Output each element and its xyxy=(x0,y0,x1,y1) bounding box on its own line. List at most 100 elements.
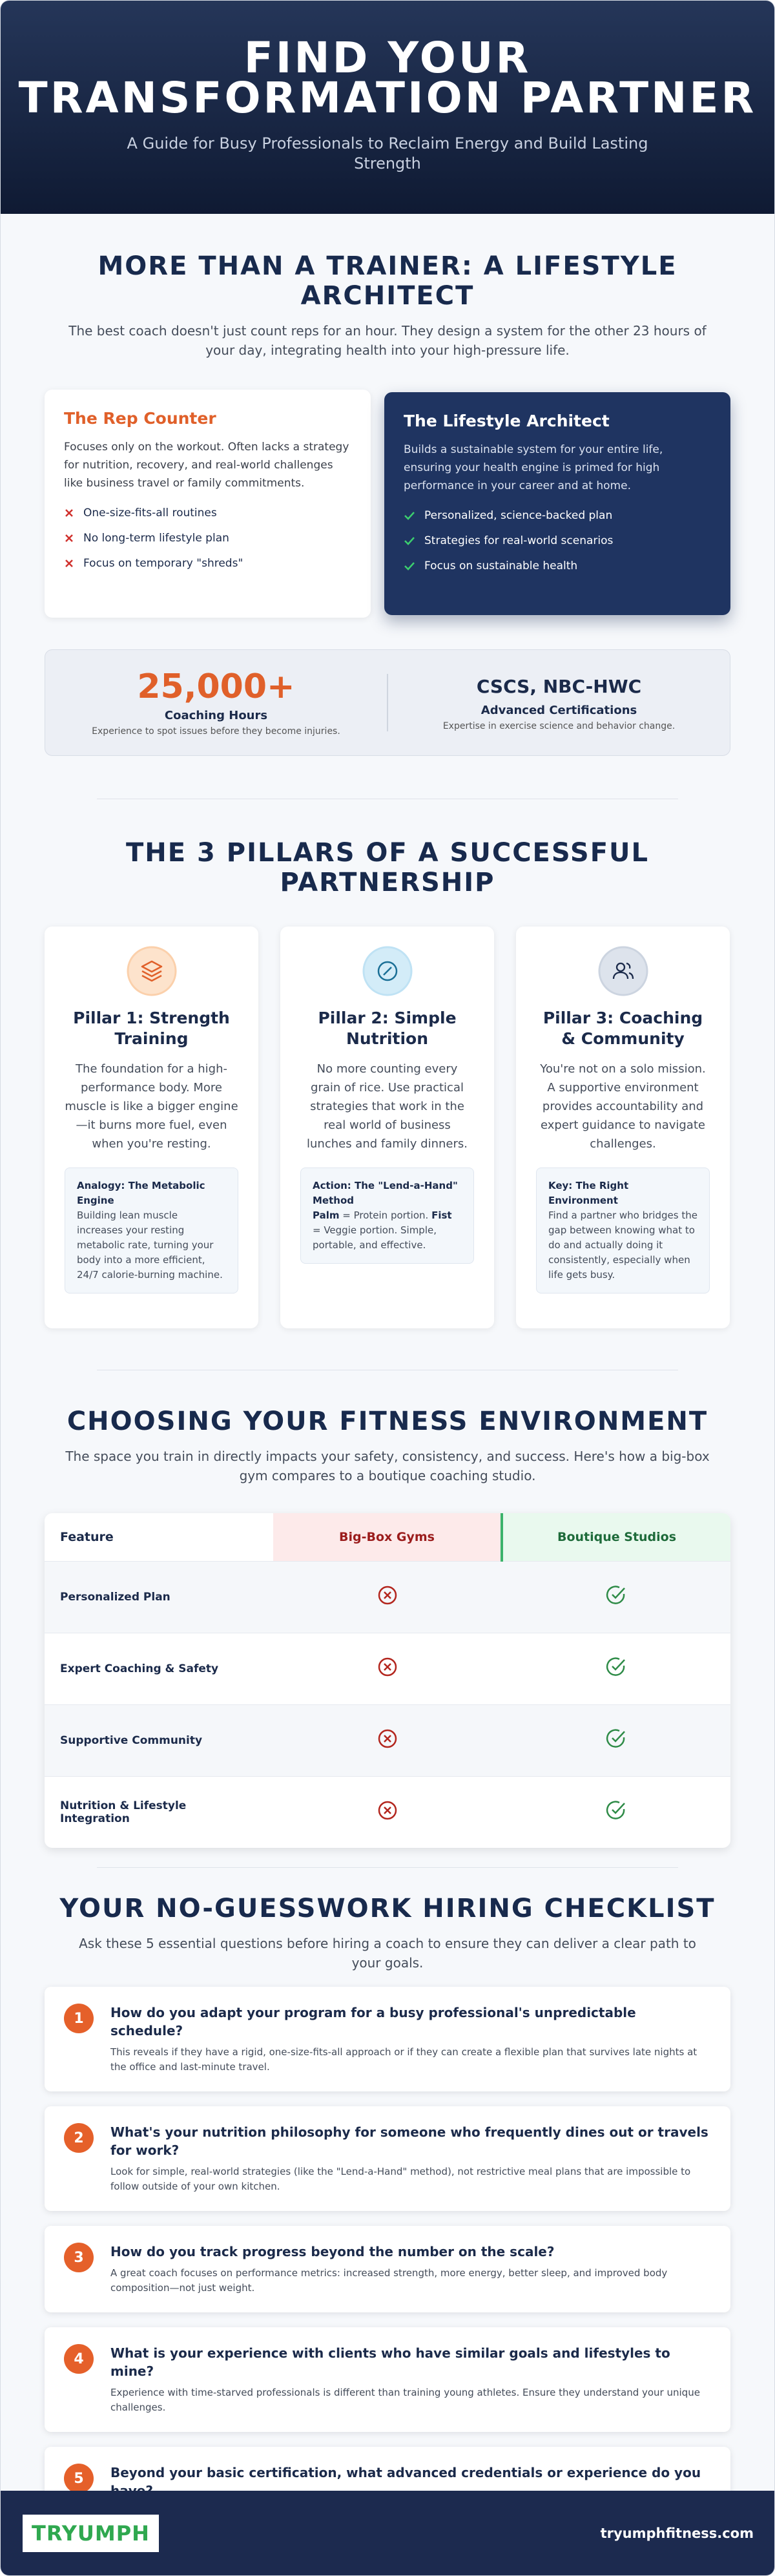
stat-value: 25,000+ xyxy=(137,667,295,706)
point-list: Personalized, science-backed plan Strate… xyxy=(404,508,711,574)
item-body: How do you track progress beyond the num… xyxy=(110,2243,711,2296)
pillar-title: Pillar 1: Strength Training xyxy=(73,1009,230,1048)
table-row: Supportive Community xyxy=(45,1704,730,1776)
pillar-box: Key: The Right Environment Find a partner… xyxy=(536,1168,710,1293)
point: Strategies for real-world scenarios xyxy=(404,533,711,549)
no-icon xyxy=(378,1586,397,1605)
check-icon xyxy=(404,512,415,520)
pillar-card: Pillar 3: Coaching & Community You're no… xyxy=(516,927,730,1328)
stat-note: Experience to spot issues before they be… xyxy=(92,726,340,737)
card-body: Builds a sustainable system for your ent… xyxy=(404,443,663,492)
feature-cell: Expert Coaching & Safety xyxy=(45,1632,273,1704)
card-title: The Rep Counter xyxy=(64,409,216,428)
yes-icon xyxy=(606,1657,625,1676)
big-box-cell xyxy=(273,1632,502,1704)
item-question: How do you track progress beyond the num… xyxy=(110,2244,555,2259)
pillar-card: Pillar 2: Simple Nutrition No more count… xyxy=(280,927,494,1328)
pillar-cards: Pillar 1: Strength Training The foundati… xyxy=(45,927,730,1328)
pillar-body: The foundation for a high-performance bo… xyxy=(65,1062,238,1151)
item-body: What's your nutrition philosophy for som… xyxy=(110,2123,711,2194)
box-body: Fist xyxy=(431,1209,452,1221)
item-detail: This reveals if they have a rigid, one-s… xyxy=(110,2046,698,2073)
box-title: Analogy: The Metabolic Engine xyxy=(77,1180,205,1206)
stat: 25,000+ Coaching Hours Experience to spo… xyxy=(45,669,387,737)
stat-label: Advanced Certifications xyxy=(480,704,637,717)
stats-box: 25,000+ Coaching Hours Experience to spo… xyxy=(45,649,730,756)
lifestyle-section: MORE THAN A TRAINER: A LIFESTYLE ARCHITE… xyxy=(45,214,730,799)
item-question: How do you adapt your program for a busy… xyxy=(110,2005,636,2038)
pillar-body: No more counting every grain of rice. Us… xyxy=(307,1062,468,1151)
header-cell: Feature xyxy=(60,1529,114,1544)
logo-text: TRYUMPH xyxy=(32,2520,150,2546)
architect-card: The Lifestyle Architect Builds a sustain… xyxy=(384,392,730,615)
logo: TRYUMPH xyxy=(23,2514,159,2552)
footer-url: tryumphfitness.com xyxy=(600,2525,754,2541)
box-body: = Veggie portion. Simple, portable, and … xyxy=(313,1224,437,1251)
stat-value: CSCS, NBC-HWC xyxy=(476,676,642,697)
big-box-cell xyxy=(273,1704,502,1776)
box-body: Find a partner who bridges the gap betwe… xyxy=(548,1209,698,1281)
hero: FIND YOUR TRANSFORMATION PARTNER A Guide … xyxy=(1,1,774,214)
pillar-title: Pillar 3: Coaching & Community xyxy=(542,1009,703,1048)
x-icon xyxy=(65,509,73,517)
point: Personalized, science-backed plan xyxy=(404,508,711,523)
pillars-section: THE 3 PILLARS OF A SUCCESSFUL PARTNERSHI… xyxy=(45,799,730,1370)
divider xyxy=(97,1867,678,1868)
point-text: Personalized, science-backed plan xyxy=(424,509,613,522)
boutique-cell xyxy=(502,1704,730,1776)
item-body: How do you adapt your program for a busy… xyxy=(110,2004,711,2075)
item-question: What's your nutrition philosophy for som… xyxy=(110,2124,708,2158)
checklist-item: 3 How do you track progress beyond the nu… xyxy=(45,2226,730,2312)
section-title: CHOOSING YOUR FITNESS ENVIRONMENT xyxy=(67,1407,708,1436)
big-box-cell xyxy=(273,1775,502,1848)
section-intro: The best coach doesn't just count reps f… xyxy=(68,323,707,358)
card-title: The Lifestyle Architect xyxy=(404,412,610,430)
point: One-size-fits-all routines xyxy=(64,505,351,521)
section-intro: Ask these 5 essential questions before h… xyxy=(79,1936,696,1971)
point-text: Focus on temporary "shreds" xyxy=(83,557,243,570)
point-text: No long-term lifestyle plan xyxy=(83,532,229,545)
box-title: Action: The "Lend-a-Hand" Method xyxy=(313,1180,458,1206)
yes-icon xyxy=(606,1586,625,1604)
table-row: Expert Coaching & Safety xyxy=(45,1632,730,1704)
title-line: TRANSFORMATION PARTNER xyxy=(18,73,757,123)
item-number: 2 xyxy=(64,2123,94,2153)
boutique-cell xyxy=(502,1632,730,1704)
point-text: Focus on sustainable health xyxy=(424,560,578,572)
comparison-cards: The Rep Counter Focuses only on the work… xyxy=(45,390,730,618)
checklist-section: YOUR NO-GUESSWORK HIRING CHECKLIST Ask t… xyxy=(45,1868,730,2551)
pillar-box: Analogy: The Metabolic Engine Building le… xyxy=(65,1168,238,1293)
feature-cell: Supportive Community xyxy=(45,1704,273,1776)
item-number: 4 xyxy=(64,2344,94,2374)
item-question: Beyond your basic certification, what ad… xyxy=(110,2465,701,2498)
box-title: Key: The Right Environment xyxy=(548,1180,629,1206)
stat-label: Coaching Hours xyxy=(164,709,268,722)
table-row: Nutrition & Lifestyle Integration xyxy=(45,1775,730,1848)
pillar-body: You're not on a solo mission. A supporti… xyxy=(540,1062,706,1151)
x-icon xyxy=(65,560,73,567)
no-icon xyxy=(378,1801,397,1820)
title: FIND YOUR TRANSFORMATION PARTNER xyxy=(1,37,774,123)
pillar-title: Pillar 2: Simple Nutrition xyxy=(318,1009,457,1048)
big-box-cell xyxy=(273,1560,502,1633)
checklist-item: 4 What is your experience with clients wh… xyxy=(45,2327,730,2432)
box-body: = Protein portion. xyxy=(339,1209,432,1221)
card-body: Focuses only on the workout. Often lacks… xyxy=(64,441,349,490)
item-number: 3 xyxy=(64,2243,94,2272)
checklist-item: 2 What's your nutrition philosophy for so… xyxy=(45,2106,730,2211)
no-icon xyxy=(378,1729,397,1748)
section-title: THE 3 PILLARS OF A SUCCESSFUL PARTNERSHI… xyxy=(125,838,649,897)
pillar-icon xyxy=(127,946,176,996)
point-text: One-size-fits-all routines xyxy=(83,507,217,519)
section-intro: The space you train in directly impacts … xyxy=(65,1449,710,1483)
environment-section: CHOOSING YOUR FITNESS ENVIRONMENT The sp… xyxy=(45,1370,730,1868)
pillar-icon xyxy=(362,946,412,996)
stat-note: Expertise in exercise science and behavi… xyxy=(442,721,676,731)
checklist-item: 1 How do you adapt your program for a bus… xyxy=(45,1987,730,2091)
no-icon xyxy=(378,1657,397,1677)
section-title: MORE THAN A TRAINER: A LIFESTYLE ARCHITE… xyxy=(98,251,677,311)
table-header: Feature Big-Box Gyms Boutique Studios xyxy=(45,1513,730,1561)
pillar-box: Action: The "Lend-a-Hand" Method Palm = P… xyxy=(300,1168,474,1264)
item-detail: Look for simple, real-world strategies (… xyxy=(110,2166,691,2192)
